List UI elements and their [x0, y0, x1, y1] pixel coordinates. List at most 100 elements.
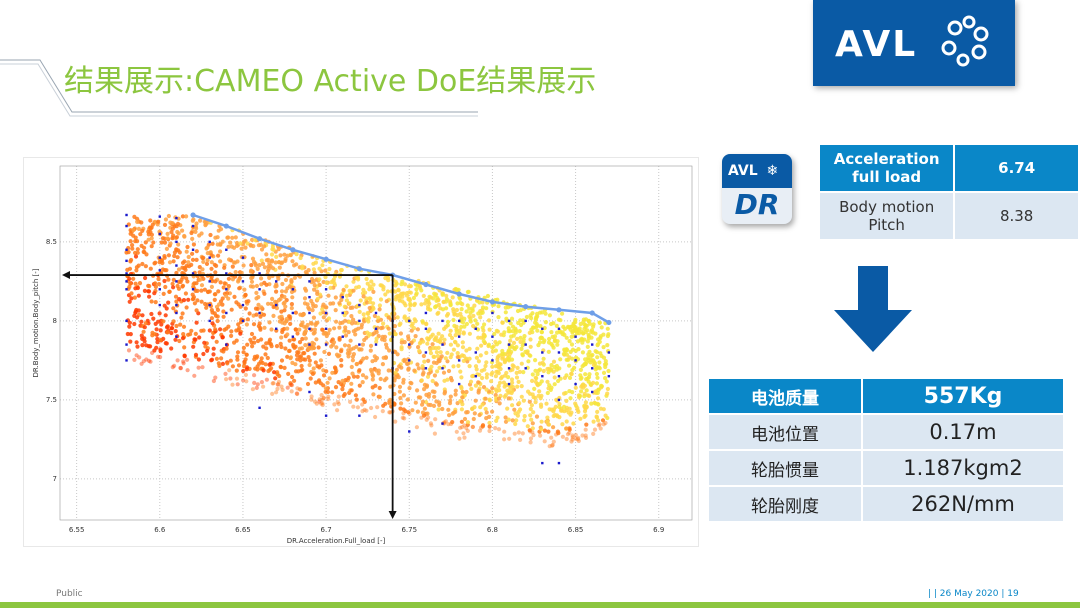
cloud-point — [327, 376, 332, 381]
cloud-point — [274, 289, 279, 294]
cloud-point — [451, 347, 456, 352]
cloud-point — [516, 320, 521, 326]
cloud-point — [443, 419, 448, 424]
cloud-point — [254, 283, 259, 289]
cloud-point — [584, 388, 589, 393]
cloud-point — [365, 330, 370, 335]
cloud-point — [333, 366, 338, 371]
cloud-point — [426, 329, 431, 334]
cloud-point — [364, 355, 369, 360]
cloud-point — [417, 348, 422, 354]
cloud-point — [412, 368, 417, 373]
cloud-point — [151, 316, 156, 321]
cloud-point — [229, 329, 234, 334]
cloud-point — [459, 307, 464, 312]
cloud-point — [264, 346, 269, 351]
cloud-point — [403, 409, 408, 414]
y-axis-label: DR.Body_motion.Body_pitch [-] — [32, 268, 40, 377]
cloud-point — [375, 405, 380, 410]
cloud-point — [414, 291, 419, 296]
cloud-point — [546, 422, 552, 427]
cloud-point — [264, 341, 269, 346]
cloud-point — [580, 364, 585, 369]
cloud-point — [249, 268, 254, 273]
cloud-point — [278, 296, 283, 301]
cloud-point — [417, 341, 422, 346]
cloud-point — [578, 393, 583, 399]
cloud-point — [349, 388, 354, 393]
doe-point — [457, 359, 461, 362]
cloud-point — [347, 301, 352, 306]
cloud-point — [573, 385, 578, 390]
cloud-point — [156, 219, 161, 224]
cloud-point — [295, 331, 300, 336]
cloud-point — [177, 338, 182, 344]
cloud-point — [430, 342, 435, 347]
doe-point — [358, 319, 361, 323]
cloud-point — [377, 307, 382, 312]
cloud-point — [214, 339, 219, 344]
doe-point — [424, 327, 428, 330]
cloud-point — [221, 285, 226, 290]
cloud-point — [452, 311, 457, 316]
cloud-point — [270, 296, 275, 301]
doe-point — [358, 414, 361, 417]
cloud-point — [321, 331, 326, 336]
cloud-point — [480, 375, 485, 381]
cloud-point — [587, 393, 592, 398]
cloud-point — [370, 372, 375, 377]
cloud-point — [413, 400, 418, 405]
cloud-point — [355, 374, 360, 379]
cloud-point — [171, 285, 176, 290]
cloud-point — [309, 276, 315, 282]
cloud-point — [209, 260, 214, 265]
cloud-point — [330, 390, 335, 395]
cloud-point — [460, 389, 465, 394]
cloud-point — [436, 359, 441, 364]
cloud-point — [259, 258, 264, 263]
cloud-point — [133, 281, 138, 286]
cloud-point — [605, 386, 611, 392]
cloud-point — [238, 331, 243, 336]
cloud-point — [172, 250, 177, 255]
cloud-point — [194, 308, 199, 313]
cloud-point — [285, 332, 290, 337]
cloud-point — [150, 222, 155, 227]
cloud-point — [248, 337, 253, 342]
cloud-point — [210, 321, 215, 326]
cloud-point — [181, 324, 187, 329]
cloud-point — [393, 349, 398, 355]
cloud-point — [591, 359, 597, 364]
cloud-point — [132, 321, 137, 327]
cloud-point — [344, 284, 349, 289]
cloud-point — [166, 253, 171, 258]
cloud-point — [208, 250, 213, 255]
battery-label: 电池位置 — [709, 415, 861, 449]
pareto-point — [290, 247, 296, 253]
cloud-point — [325, 380, 330, 385]
doe-point — [408, 319, 411, 323]
cloud-point — [592, 427, 598, 432]
cloud-point — [446, 422, 451, 427]
cloud-point — [536, 343, 541, 348]
doe-point — [158, 215, 161, 218]
cloud-point — [262, 265, 267, 270]
cloud-point — [522, 334, 527, 339]
cloud-point — [218, 327, 223, 332]
cloud-point — [418, 395, 423, 400]
cloud-point — [505, 406, 510, 411]
cloud-point — [554, 367, 560, 372]
cloud-point — [528, 337, 533, 342]
cloud-point — [198, 277, 203, 282]
cloud-point — [357, 347, 362, 352]
doe-point — [125, 359, 128, 362]
cloud-point — [350, 321, 355, 326]
cloud-point — [313, 360, 318, 365]
doe-point — [241, 303, 245, 307]
cloud-point — [278, 253, 283, 258]
cloud-point — [244, 352, 249, 357]
cloud-point — [342, 392, 347, 397]
cloud-point — [278, 341, 283, 346]
cloud-point — [444, 306, 449, 311]
cloud-point — [142, 288, 147, 293]
